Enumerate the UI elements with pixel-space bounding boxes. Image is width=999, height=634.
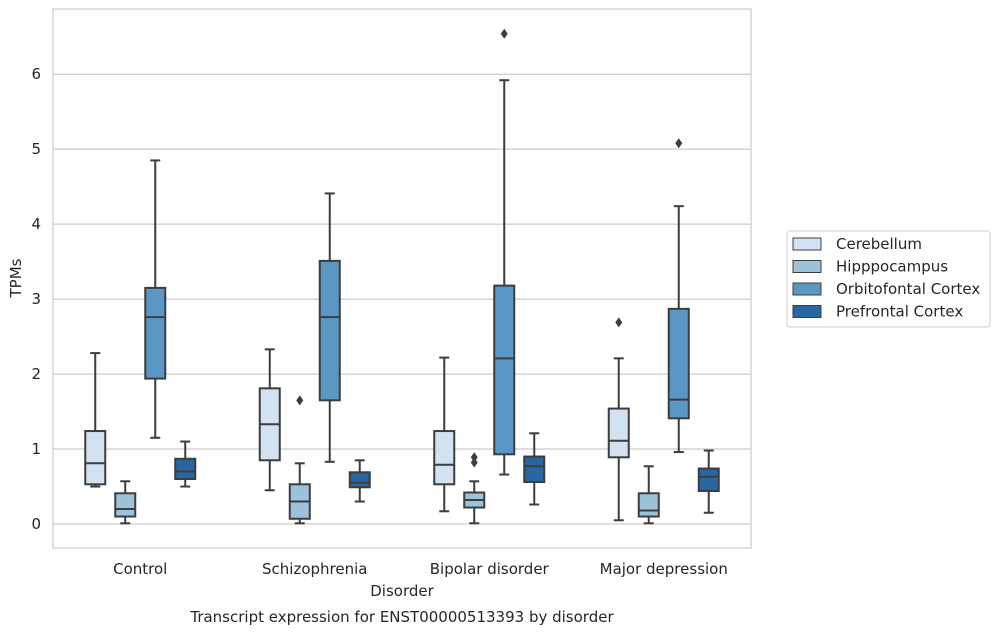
box-group bbox=[84, 352, 107, 488]
x-tick-label: Control bbox=[113, 560, 167, 578]
box-group bbox=[174, 440, 197, 488]
box-group bbox=[114, 480, 137, 525]
box bbox=[174, 457, 197, 481]
box bbox=[607, 407, 630, 459]
box-group bbox=[607, 317, 630, 522]
legend-label: Cerebellum bbox=[836, 235, 922, 253]
y-tick-label: 4 bbox=[31, 215, 41, 233]
outlier-point bbox=[675, 138, 683, 149]
x-tick-label: Major depression bbox=[600, 560, 728, 578]
y-tick-label: 3 bbox=[31, 290, 41, 308]
legend-label: Prefrontal Cortex bbox=[836, 303, 963, 321]
legend: Cerebellum Hipppocampus Orbitofontal Corte… bbox=[786, 230, 991, 328]
legend-swatch bbox=[792, 260, 822, 273]
box-group bbox=[433, 356, 456, 513]
box bbox=[523, 455, 546, 484]
x-axis-label: Disorder bbox=[370, 582, 434, 600]
legend-swatch bbox=[792, 305, 822, 318]
legend-swatch bbox=[792, 237, 822, 251]
outlier-point bbox=[615, 317, 623, 328]
y-tick-label: 1 bbox=[31, 440, 41, 458]
legend-swatch bbox=[792, 282, 822, 296]
legend-label: Hipppocampus bbox=[836, 258, 948, 276]
outlier-point bbox=[296, 395, 304, 406]
y-tick-label: 5 bbox=[31, 140, 41, 158]
box bbox=[114, 492, 137, 518]
box-group bbox=[318, 192, 341, 463]
box-group bbox=[288, 395, 311, 525]
box-group bbox=[667, 138, 690, 454]
y-tick-label: 6 bbox=[31, 65, 41, 83]
box bbox=[348, 471, 371, 489]
y-axis-label: TPMs bbox=[7, 258, 25, 298]
chart-caption: Transcript expression for ENST0000051339… bbox=[189, 608, 614, 626]
box bbox=[667, 307, 690, 420]
x-tick-label: Schizophrenia bbox=[262, 560, 367, 578]
box bbox=[84, 430, 107, 486]
x-tick-label: Bipolar disorder bbox=[430, 560, 550, 578]
box-group bbox=[463, 452, 486, 525]
legend-label: Orbitofontal Cortex bbox=[836, 280, 980, 298]
box bbox=[493, 284, 516, 456]
box bbox=[433, 430, 456, 486]
box bbox=[637, 492, 660, 518]
y-tick-labels: 0 1 2 3 4 5 6 bbox=[31, 65, 41, 533]
outlier-point bbox=[500, 28, 508, 39]
box bbox=[697, 467, 720, 493]
legend-frame bbox=[786, 230, 991, 328]
y-tick-label: 0 bbox=[31, 515, 41, 533]
box-group bbox=[144, 159, 167, 439]
box-group bbox=[258, 348, 281, 492]
boxes bbox=[84, 28, 720, 525]
box-group bbox=[493, 28, 516, 476]
box-group bbox=[523, 432, 546, 506]
outlier-point bbox=[470, 452, 478, 463]
x-tick-labels: Control Schizophrenia Bipolar disorder Majo… bbox=[113, 560, 728, 578]
grid bbox=[53, 73, 751, 525]
box-group bbox=[697, 449, 720, 514]
box-group bbox=[348, 459, 371, 503]
box bbox=[318, 259, 341, 402]
y-tick-label: 2 bbox=[31, 365, 41, 383]
plot-area bbox=[52, 8, 752, 549]
box-group bbox=[637, 465, 660, 525]
outlier-point bbox=[470, 457, 478, 468]
box bbox=[144, 286, 167, 380]
